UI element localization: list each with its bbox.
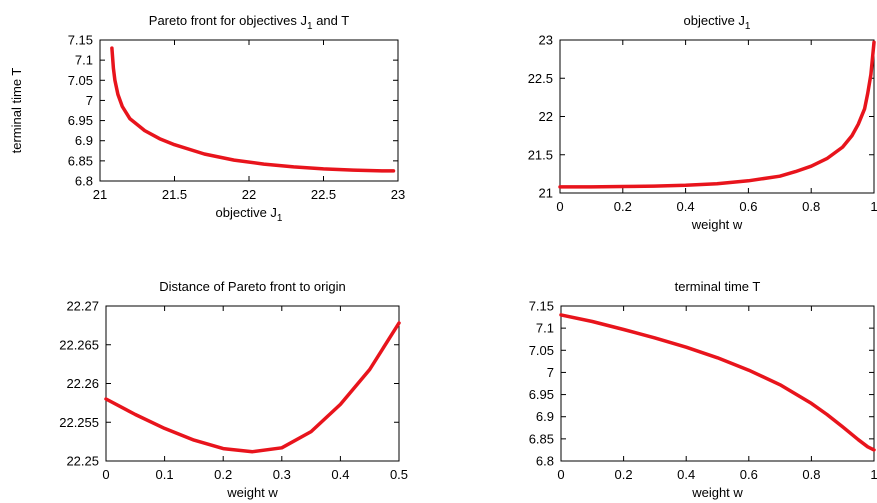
plot-frame	[99, 39, 399, 182]
x-axis-label: weight w	[691, 217, 743, 232]
x-tick-label: 0.5	[390, 467, 408, 482]
x-tick-label: 1	[870, 199, 877, 214]
y-tick-label: 6.85	[529, 431, 554, 446]
x-tick-label: 0.2	[214, 467, 232, 482]
x-tick-label: 0	[557, 467, 564, 482]
x-tick-label: 0	[102, 467, 109, 482]
y-tick-label: 6.95	[68, 113, 93, 128]
x-tick-label: 0.8	[802, 199, 820, 214]
y-tick-label: 6.95	[529, 387, 554, 402]
series-line	[110, 46, 396, 173]
y-tick-label: 22	[539, 109, 553, 124]
plot-title: objective J1	[684, 13, 751, 32]
series-line	[104, 321, 401, 454]
y-tick-label: 7	[547, 365, 554, 380]
y-tick-label: 22.25	[66, 454, 99, 469]
y-tick-label: 23	[539, 33, 553, 48]
y-tick-label: 6.85	[68, 153, 93, 168]
x-tick-label: 0.6	[740, 467, 758, 482]
plot-title: Distance of Pareto front to origin	[159, 279, 345, 294]
y-tick-label: 22.27	[66, 299, 99, 314]
y-tick-label: 7.15	[529, 299, 554, 314]
y-tick-label: 21.5	[528, 147, 553, 162]
y-tick-label: 6.8	[75, 174, 93, 189]
plot-frame	[105, 305, 400, 462]
y-tick-label: 7.1	[75, 53, 93, 68]
x-tick-label: 0.8	[802, 467, 820, 482]
x-tick-label: 0.6	[739, 199, 757, 214]
x-tick-label: 0.4	[677, 467, 695, 482]
x-tick-label: 0.4	[331, 467, 349, 482]
x-tick-label: 0.2	[614, 199, 632, 214]
plot-title: terminal time T	[675, 279, 761, 294]
y-tick-label: 6.9	[75, 133, 93, 148]
y-tick-label: 22.5	[528, 71, 553, 86]
y-tick-label: 6.8	[536, 454, 554, 469]
plot-title: Pareto front for objectives J1 and T	[149, 13, 349, 32]
x-axis-label: weight w	[226, 485, 278, 500]
x-tick-label: 0.1	[156, 467, 174, 482]
y-tick-label: 22.26	[66, 376, 99, 391]
y-tick-label: 7.05	[68, 73, 93, 88]
x-tick-label: 22	[242, 187, 256, 202]
x-tick-label: 0.4	[677, 199, 695, 214]
x-axis-label: objective J1	[216, 205, 283, 224]
chart-3: 0 0.1 0.2 0.3 0.4 0.5 22.25 22.255 22.26 22.265 22…	[59, 279, 408, 500]
y-tick-label: 7.15	[68, 33, 93, 48]
chart-4: 0 0.2 0.4 0.6 0.8 1 6.8 6.85 6.9 6.95 7 7.05 7.1 7.15…	[529, 279, 877, 500]
chart-2: 0 0.2 0.4 0.6 0.8 1 21 21.5 22 22.5 23 objective J1…	[528, 13, 877, 232]
y-tick-label: 22.255	[59, 415, 99, 430]
series-line	[558, 40, 876, 189]
y-axis-label: terminal time T	[9, 68, 24, 154]
y-tick-label: 21	[539, 186, 553, 201]
y-tick-label: 7.1	[536, 321, 554, 336]
x-tick-label: 22.5	[311, 187, 336, 202]
x-tick-label: 21.5	[162, 187, 187, 202]
x-tick-label: 23	[391, 187, 405, 202]
plot-frame	[559, 39, 875, 194]
x-tick-label: 21	[93, 187, 107, 202]
x-tick-label: 1	[870, 467, 877, 482]
y-tick-label: 22.265	[59, 337, 99, 352]
y-tick-label: 7.05	[529, 343, 554, 358]
y-tick-label: 7	[86, 93, 93, 108]
chart-1: 21 21.5 22 22.5 23 6.8 6.85 6.9 6.95 7 7.05 7.1 7.15…	[9, 13, 405, 224]
x-axis-label: weight w	[691, 485, 743, 500]
y-tick-label: 6.9	[536, 409, 554, 424]
plot-frame	[560, 305, 875, 462]
x-tick-label: 0.3	[273, 467, 291, 482]
x-tick-label: 0.2	[615, 467, 633, 482]
x-tick-label: 0	[556, 199, 563, 214]
series-line	[559, 313, 876, 452]
